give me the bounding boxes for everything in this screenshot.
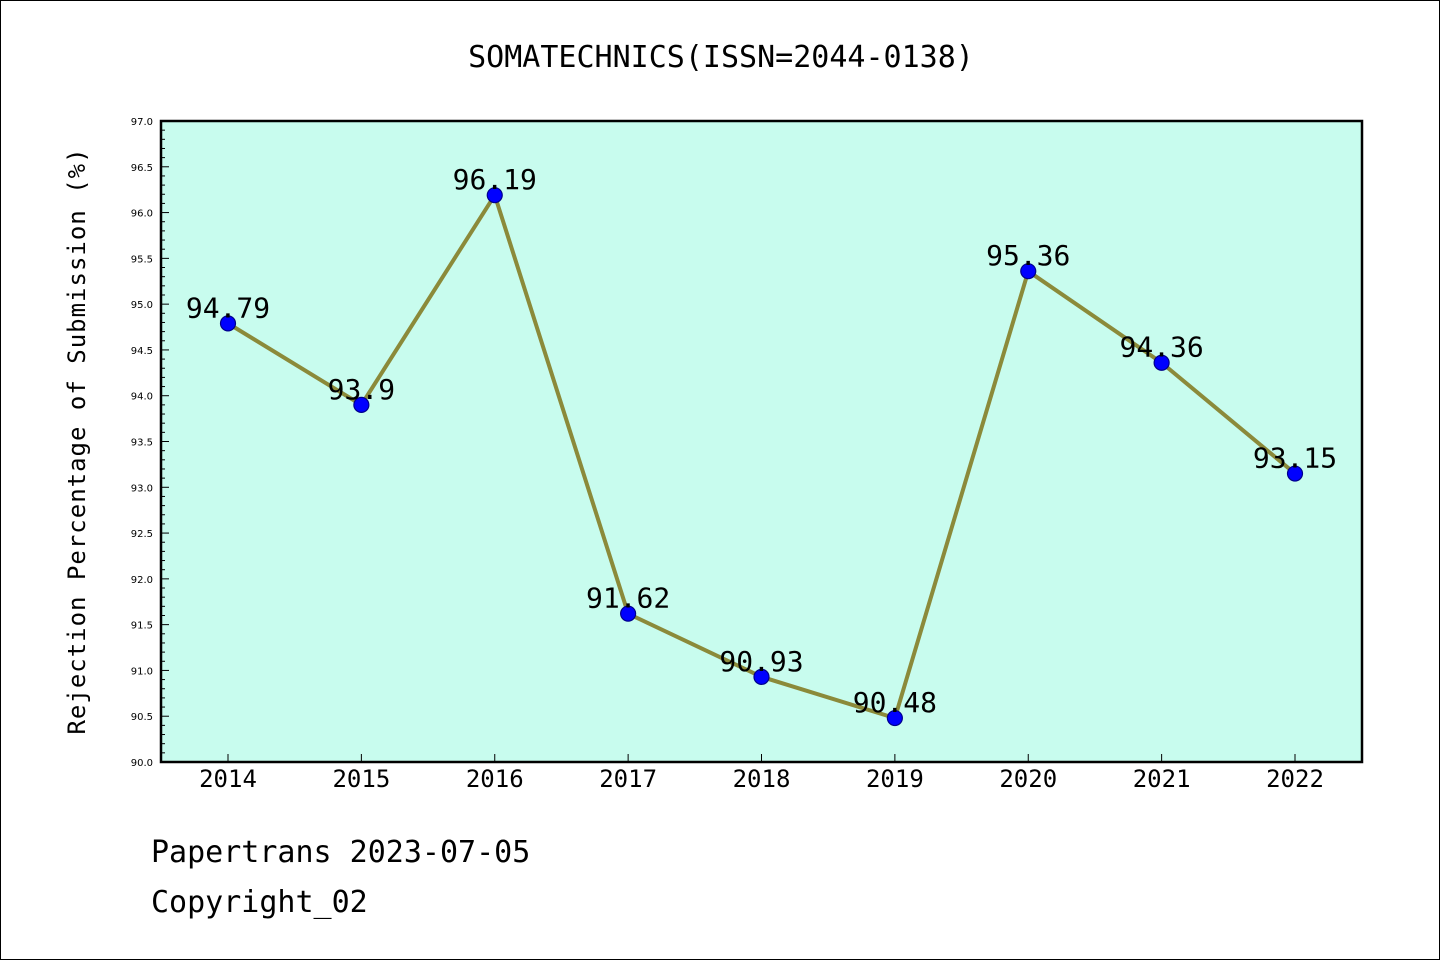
x-tick-label: 2017 bbox=[599, 765, 657, 793]
data-point-marker bbox=[753, 668, 770, 685]
y-tick-label: 92.5 bbox=[131, 529, 153, 540]
y-tick-label: 95.5 bbox=[131, 254, 153, 265]
x-axis-ticks: 2014 2015 2016 2017 2018 2019 2020 2021 2022 bbox=[199, 754, 1324, 793]
x-tick-label: 2016 bbox=[466, 765, 524, 793]
y-tick-label: 96.0 bbox=[131, 209, 153, 220]
data-point-marker bbox=[353, 396, 370, 413]
data-point-marker bbox=[1153, 354, 1170, 371]
y-tick-label: 90.5 bbox=[131, 712, 153, 723]
chart-title: SOMATECHNICS(ISSN=2044-0138) bbox=[468, 40, 974, 75]
footer-copyright-text: Copyright_02 bbox=[151, 885, 368, 920]
y-tick-label: 90.0 bbox=[131, 758, 153, 769]
data-point-label: 96.19 bbox=[453, 163, 537, 196]
data-point-label: 95.36 bbox=[986, 239, 1070, 272]
data-point-label: 90.48 bbox=[853, 686, 937, 719]
y-axis-label: Rejection Percentage of Submission (%) bbox=[63, 147, 91, 734]
data-point-label: 94.79 bbox=[186, 291, 270, 324]
data-point-marker bbox=[486, 187, 503, 204]
data-point-label: 93.9 bbox=[328, 373, 395, 406]
x-tick-label: 2018 bbox=[733, 765, 791, 793]
y-tick-label: 95.0 bbox=[131, 300, 153, 311]
data-point-marker bbox=[219, 315, 237, 332]
data-point-label: 94.36 bbox=[1119, 331, 1203, 364]
plot-area bbox=[159, 119, 1364, 764]
data-point-marker bbox=[1020, 263, 1037, 280]
y-tick-label: 97.0 bbox=[131, 117, 153, 128]
y-axis-ticks: 90.0 90.5 91.0 91.5 92.0 92.5 93.0 93.5 94.0 94.5… bbox=[131, 117, 169, 769]
y-tick-label: 91.0 bbox=[131, 666, 153, 677]
data-point-label: 91.62 bbox=[586, 582, 670, 615]
data-point-marker bbox=[1286, 465, 1304, 482]
x-tick-label: 2022 bbox=[1266, 765, 1324, 793]
y-tick-label: 94.5 bbox=[131, 346, 153, 357]
series-layer: 94.79 93.9 96.19 91.62 90.93 90.48 95.36 94.36 9… bbox=[186, 163, 1337, 727]
x-tick-label: 2015 bbox=[332, 765, 390, 793]
x-tick-label: 2021 bbox=[1133, 765, 1191, 793]
x-tick-label: 2014 bbox=[199, 765, 257, 793]
x-tick-label: 2019 bbox=[866, 765, 924, 793]
data-point-label: 93.15 bbox=[1253, 442, 1337, 475]
y-tick-label: 93.5 bbox=[131, 438, 153, 449]
y-tick-label: 94.0 bbox=[131, 392, 153, 403]
data-point-marker bbox=[620, 605, 637, 622]
footer-date-text: Papertrans 2023-07-05 bbox=[151, 835, 531, 870]
y-tick-label: 93.0 bbox=[131, 483, 153, 494]
y-tick-label: 91.5 bbox=[131, 621, 153, 632]
y-tick-label: 96.5 bbox=[131, 163, 153, 174]
data-point-label: 90.93 bbox=[719, 645, 803, 678]
y-tick-label: 92.0 bbox=[131, 575, 153, 586]
x-tick-label: 2020 bbox=[999, 765, 1057, 793]
data-point-marker bbox=[886, 709, 903, 727]
